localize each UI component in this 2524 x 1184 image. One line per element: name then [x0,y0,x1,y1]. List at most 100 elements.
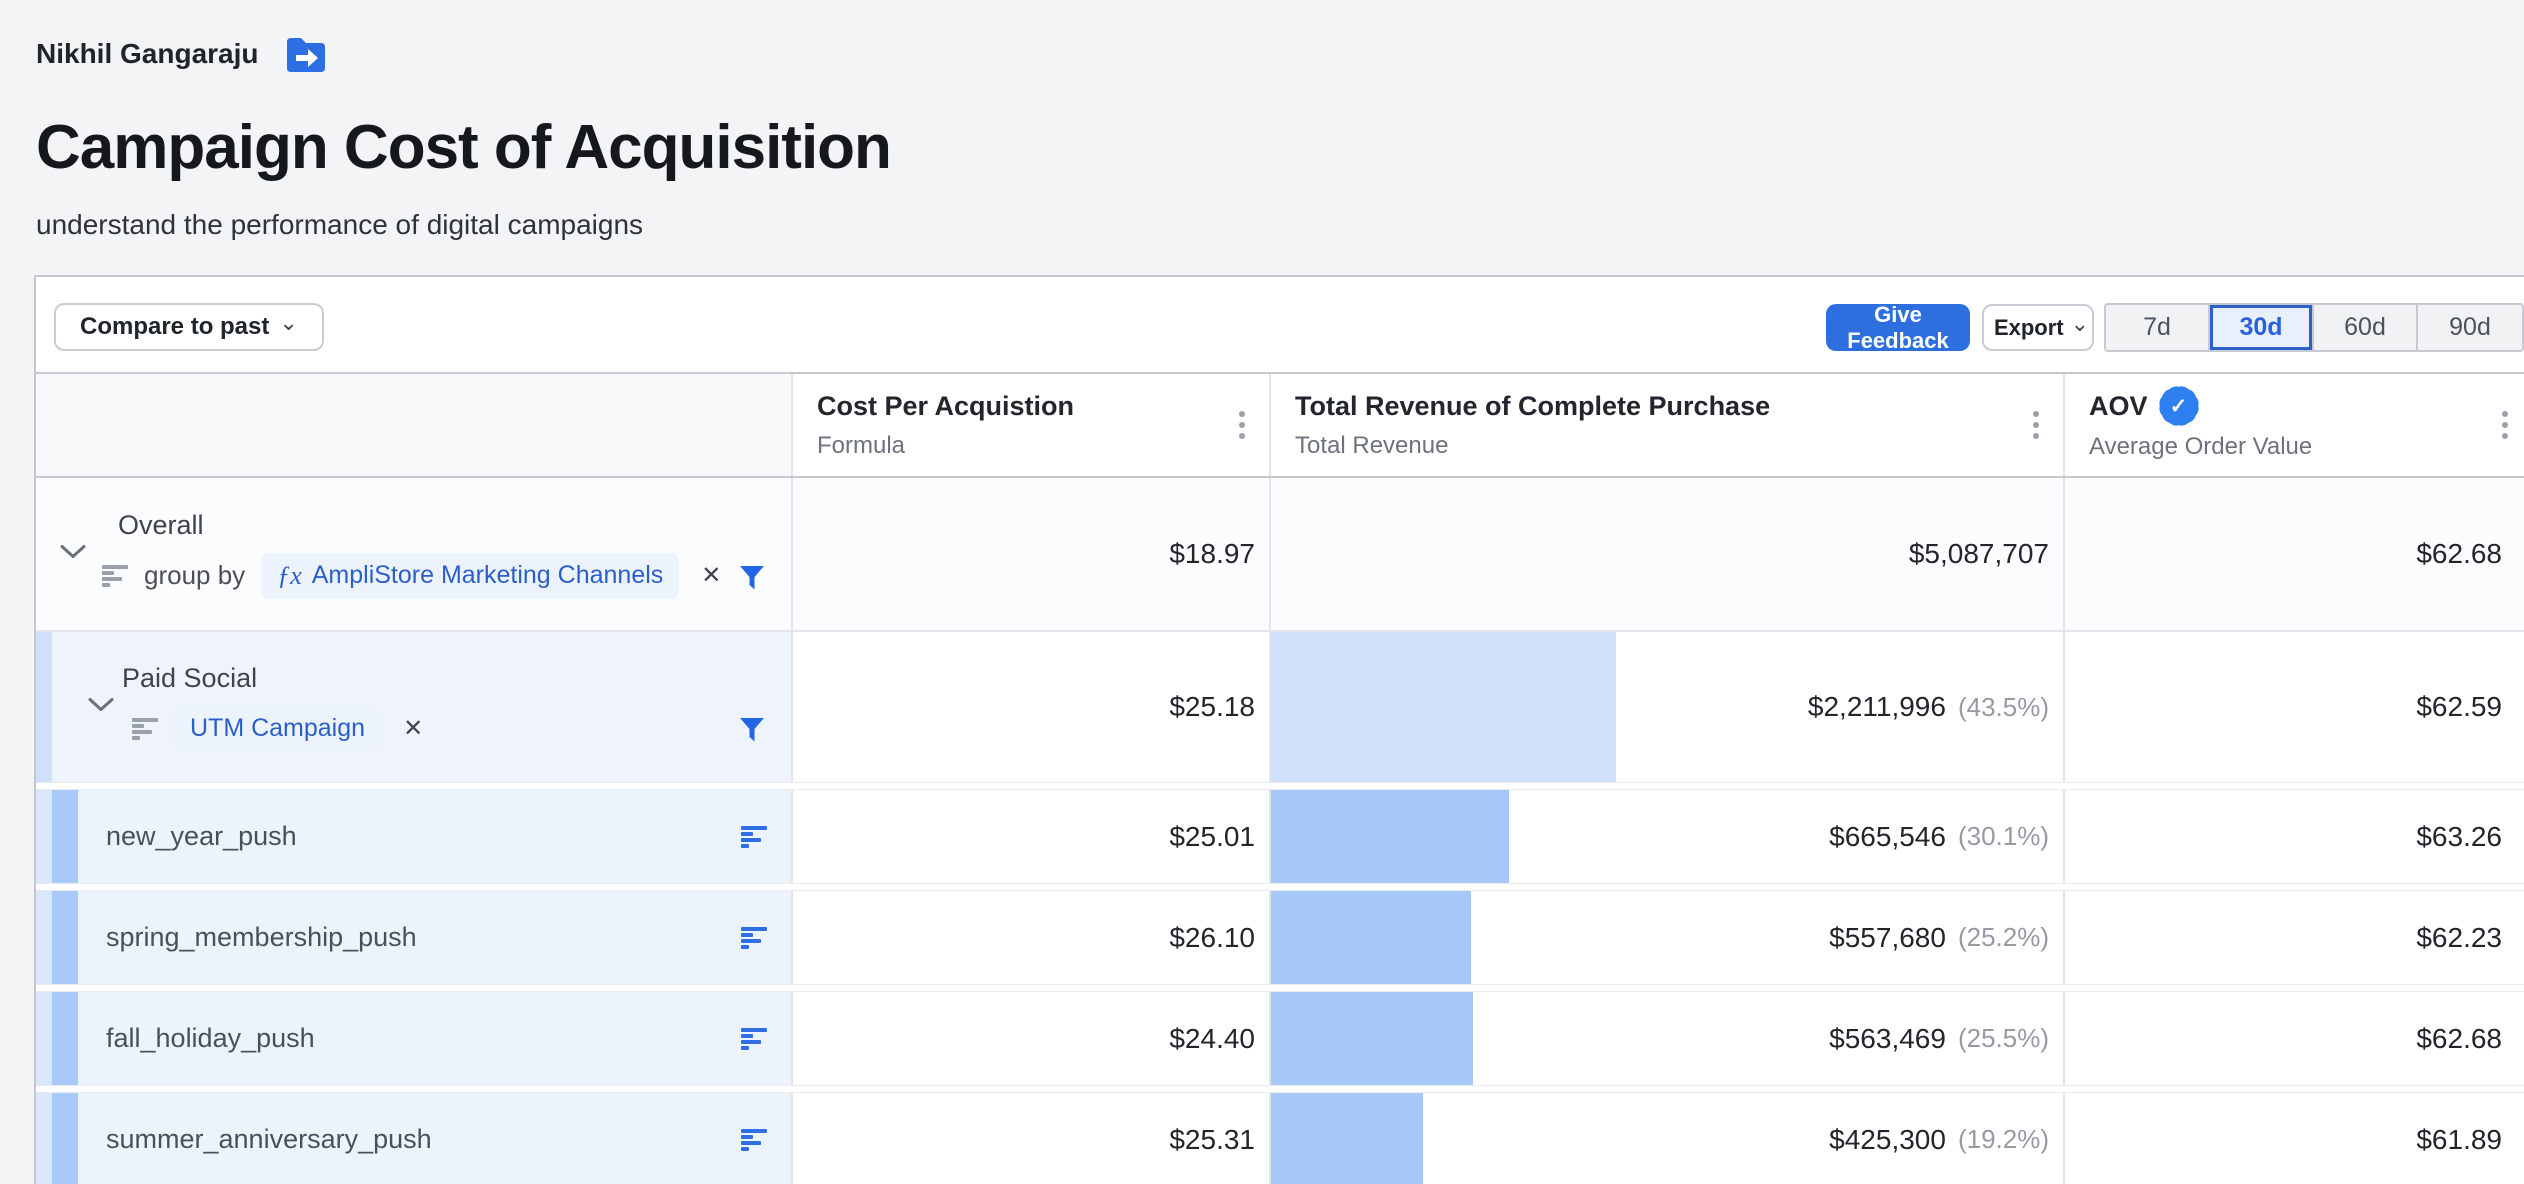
remove-group-by-icon[interactable]: ✕ [701,561,721,590]
column-subtitle: Average Order Value [2089,433,2524,461]
revenue-value-cell: $557,680(25.2%) [1269,891,2063,984]
chevron-down-icon[interactable] [58,543,88,566]
chevron-down-icon[interactable] [86,696,116,719]
row-indent-strip [36,1093,52,1184]
campaign-label-cell[interactable]: new_year_push [36,790,791,883]
verified-badge-icon: ✓ [2162,389,2196,423]
table-row-overall: Overall group by ƒx AmpliStore Marketing… [36,478,2524,632]
breadcrumb[interactable]: Nikhil Gangaraju [36,38,259,70]
kebab-menu-icon[interactable] [2029,407,2043,443]
table-row-campaign: spring_membership_push $26.10 $557,680(2… [36,891,2524,984]
row-indent-strip [52,790,78,883]
breakdown-icon [132,718,158,740]
filter-icon[interactable] [739,565,765,598]
revenue-percent: (43.5%) [1958,692,2049,723]
row-label: spring_membership_push [106,922,417,953]
cpa-value-cell: $25.01 [791,790,1269,883]
breakdown-icon-blue[interactable] [741,1129,767,1151]
revenue-bar [1271,891,1471,984]
revenue-percent: (19.2%) [1958,1124,2049,1155]
revenue-bar [1271,1093,1423,1184]
breakdown-icon-blue[interactable] [741,927,767,949]
revenue-percent: (30.1%) [1958,821,2049,852]
row-separator [36,1085,2524,1093]
table-row-campaign: fall_holiday_push $24.40 $563,469(25.5%)… [36,992,2524,1085]
row-indent-strip [52,1093,78,1184]
range-30d-selected[interactable]: 30d [2210,305,2314,350]
campaign-label-cell[interactable]: spring_membership_push [36,891,791,984]
cpa-value-cell: $24.40 [791,992,1269,1085]
page-title: Campaign Cost of Acquisition [36,112,891,183]
row-label: new_year_push [106,821,297,852]
row-indent-strip [36,790,52,883]
revenue-bar [1271,790,1509,883]
revenue-value-cell: $665,546(30.1%) [1269,790,2063,883]
revenue-bar [1271,632,1616,782]
aov-value-cell: $62.23 [2063,891,2524,984]
column-subtitle: Total Revenue [1295,432,2063,460]
campaign-label-cell[interactable]: fall_holiday_push [36,992,791,1085]
revenue-value-cell: $2,211,996(43.5%) [1269,632,2063,782]
campaign-label-cell[interactable]: summer_anniversary_push [36,1093,791,1184]
aov-value-cell: $62.68 [2063,992,2524,1085]
cpa-value-cell: $26.10 [791,891,1269,984]
row-separator [36,984,2524,992]
caret-down-icon: ⌄ [2071,311,2089,337]
row-indent-strip [36,992,52,1085]
column-header-cpa[interactable]: Cost Per Acquistion Formula [791,374,1269,476]
filter-icon[interactable] [739,717,765,750]
paid-social-label-cell[interactable]: Paid Social UTM Campaign ✕ [36,632,791,782]
remove-group-by-icon[interactable]: ✕ [403,714,423,743]
group-by-pill[interactable]: UTM Campaign [174,706,381,751]
revenue-value-cell: $5,087,707 [1269,478,2063,630]
row-indent-strip [36,891,52,984]
row-indent-strip [52,992,78,1085]
breakdown-icon-blue[interactable] [741,826,767,848]
row-label: Overall [118,510,791,541]
move-to-folder-icon[interactable] [285,36,327,72]
table-header-row: Cost Per Acquistion Formula Total Revenu… [36,374,2524,478]
revenue-percent: (25.5%) [1958,1023,2049,1054]
column-title: AOV [2089,391,2148,422]
row-label: Paid Social [122,663,791,694]
range-60d[interactable]: 60d [2314,305,2418,350]
breakdown-icon-blue[interactable] [741,1028,767,1050]
column-subtitle: Formula [817,432,1269,460]
row-label: summer_anniversary_push [106,1124,432,1155]
column-header-aov[interactable]: AOV ✓ Average Order Value [2063,374,2524,476]
kebab-menu-icon[interactable] [1235,407,1249,443]
caret-down-icon: ⌄ [279,310,297,336]
revenue-bar [1271,992,1473,1085]
column-title: Total Revenue of Complete Purchase [1295,391,1770,422]
cpa-value-cell: $18.97 [791,478,1269,630]
table-row-paid-social: Paid Social UTM Campaign ✕ $25.18 $2,211… [36,632,2524,782]
aov-value-cell: $62.59 [2063,632,2524,782]
row-label: fall_holiday_push [106,1023,315,1054]
revenue-value-cell: $563,469(25.5%) [1269,992,2063,1085]
row-indent-strip [36,632,52,782]
give-feedback-button[interactable]: Give Feedback [1826,304,1970,351]
row-separator [36,883,2524,891]
breakdown-icon [102,565,128,587]
table-row-campaign: summer_anniversary_push $25.31 $425,300(… [36,1093,2524,1184]
kebab-menu-icon[interactable] [2498,407,2512,443]
row-indent-strip [52,891,78,984]
aov-value-cell: $63.26 [2063,790,2524,883]
group-by-text: group by [144,560,245,591]
range-7d[interactable]: 7d [2106,305,2210,350]
export-button[interactable]: Export ⌄ [1982,304,2094,351]
analysis-card: Compare to past ⌄ Give Feedback Export ⌄… [34,275,2524,1184]
overall-label-cell[interactable]: Overall group by ƒx AmpliStore Marketing… [36,478,791,630]
table-row-campaign: new_year_push $25.01 $665,546(30.1%) $63… [36,790,2524,883]
column-header-revenue[interactable]: Total Revenue of Complete Purchase Total… [1269,374,2063,476]
row-label-column-header [36,374,791,476]
row-separator [36,782,2524,790]
page-header: Nikhil Gangaraju Campaign Cost of Acquis… [36,36,891,241]
aov-value-cell: $61.89 [2063,1093,2524,1184]
range-90d[interactable]: 90d [2418,305,2522,350]
compare-to-past-button[interactable]: Compare to past ⌄ [54,303,324,351]
cpa-value-cell: $25.18 [791,632,1269,782]
revenue-value-cell: $425,300(19.2%) [1269,1093,2063,1184]
formula-fx-icon: ƒx [277,561,302,591]
group-by-pill[interactable]: ƒx AmpliStore Marketing Channels [261,553,679,599]
